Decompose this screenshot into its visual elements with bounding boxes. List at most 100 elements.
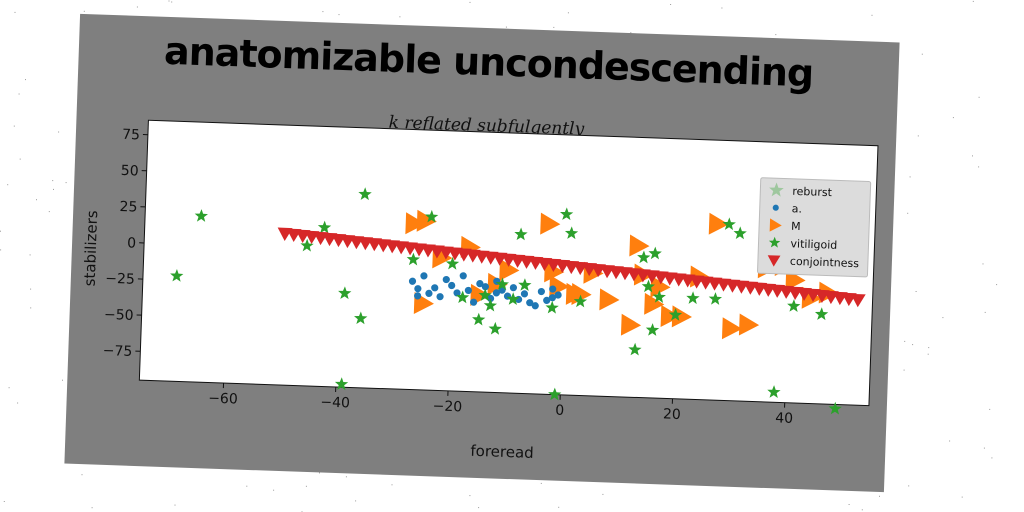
data-point [405,212,426,235]
speckle-dot [558,506,560,508]
data-point [406,252,421,266]
data-point [828,401,842,415]
y-tick-label: 25 [119,199,137,216]
speckle-dot [602,493,604,495]
data-point [540,212,561,235]
data-point [300,238,314,252]
data-point [549,285,557,293]
speckle-dot [861,509,863,511]
data-point [543,296,551,304]
speckle-dot [17,402,19,404]
y-tick-label: −50 [104,307,134,324]
speckle-dot [848,504,850,505]
data-point [334,377,349,391]
data-point [648,246,662,260]
speckle-dot [391,484,393,486]
speckle-dot [273,489,275,491]
data-point [420,272,428,280]
data-point [767,385,781,399]
speckle-dot [942,317,944,319]
speckle-dot [928,347,930,349]
speckle-dot [908,485,910,487]
speckle-dot [355,500,357,502]
legend-box [757,177,872,278]
data-point [620,313,642,336]
speckle-dot [961,496,963,498]
speckle-dot [168,0,170,2]
speckle-dot [553,26,555,28]
data-point [599,288,620,311]
data-point [509,284,518,292]
speckle-dot [917,135,919,137]
speckle-dot [91,507,93,509]
legend-marker [769,182,784,197]
speckle-dot [174,504,176,506]
data-point [629,234,650,257]
data-point [722,217,736,231]
speckle-dot [399,16,401,18]
speckle-dot [13,125,15,127]
speckle-dot [540,482,542,484]
data-point [573,294,588,308]
speckle-dot [904,340,906,342]
speckle-dot [879,495,880,497]
data-point [448,281,456,290]
speckle-dot [991,457,993,459]
speckle-dot [972,155,973,157]
speckle-dot [7,184,9,186]
speckle-dot [58,131,60,133]
data-point [545,300,559,314]
speckle-dot [305,485,307,487]
data-point [469,298,478,306]
data-point [338,286,352,300]
speckle-dot [478,507,480,509]
data-point [317,220,332,234]
y-tick-label: 50 [121,163,139,180]
data-point [559,207,574,221]
data-point [531,302,539,310]
data-point [358,187,372,201]
data-point [416,209,437,232]
speckle-dot [983,447,985,449]
data-point [787,299,801,312]
data-point [476,280,484,288]
data-point [733,226,747,240]
legend-marker [767,255,781,267]
speckle-dot [30,307,32,309]
speckle-dot [469,1,471,3]
legend-label: reburst [792,185,833,199]
speckle-dot [907,212,909,214]
speckle-dot [345,476,347,478]
x-tick-label: −20 [432,398,462,415]
data-point [708,292,723,305]
data-point [671,305,692,328]
series-vitiligoid [170,187,842,415]
data-point [481,283,489,291]
legend-label: a. [792,202,803,215]
speckle-dot [0,230,1,232]
speckle-dot [984,311,986,313]
data-point [738,313,760,336]
data-point [425,209,439,223]
x-tick-label: −40 [320,394,350,411]
data-point [488,321,502,335]
speckle-dot [8,387,10,389]
y-tick-label: −25 [105,271,135,288]
y-axis-label: stabilizers [81,210,102,287]
axis-ticks: −60 −40 −20 0 20 40 75 50 25 0 −25 −50 −75 [103,127,794,427]
speckle-dot [14,11,16,13]
speckle-dot [322,11,324,13]
legend-label: conjointness [790,255,860,270]
data-point [499,258,520,281]
speckle-dot [48,211,50,213]
speckle-dot [338,14,340,16]
x-axis-label: foreread [470,442,534,462]
data-point [548,294,557,302]
x-tick-label: 20 [663,406,681,423]
speckle-dot [3,501,5,502]
speckle-dot [0,249,2,251]
y-tick-label: 0 [127,235,136,251]
speckle-dot [909,176,911,178]
y-tick-label: 75 [122,127,140,144]
